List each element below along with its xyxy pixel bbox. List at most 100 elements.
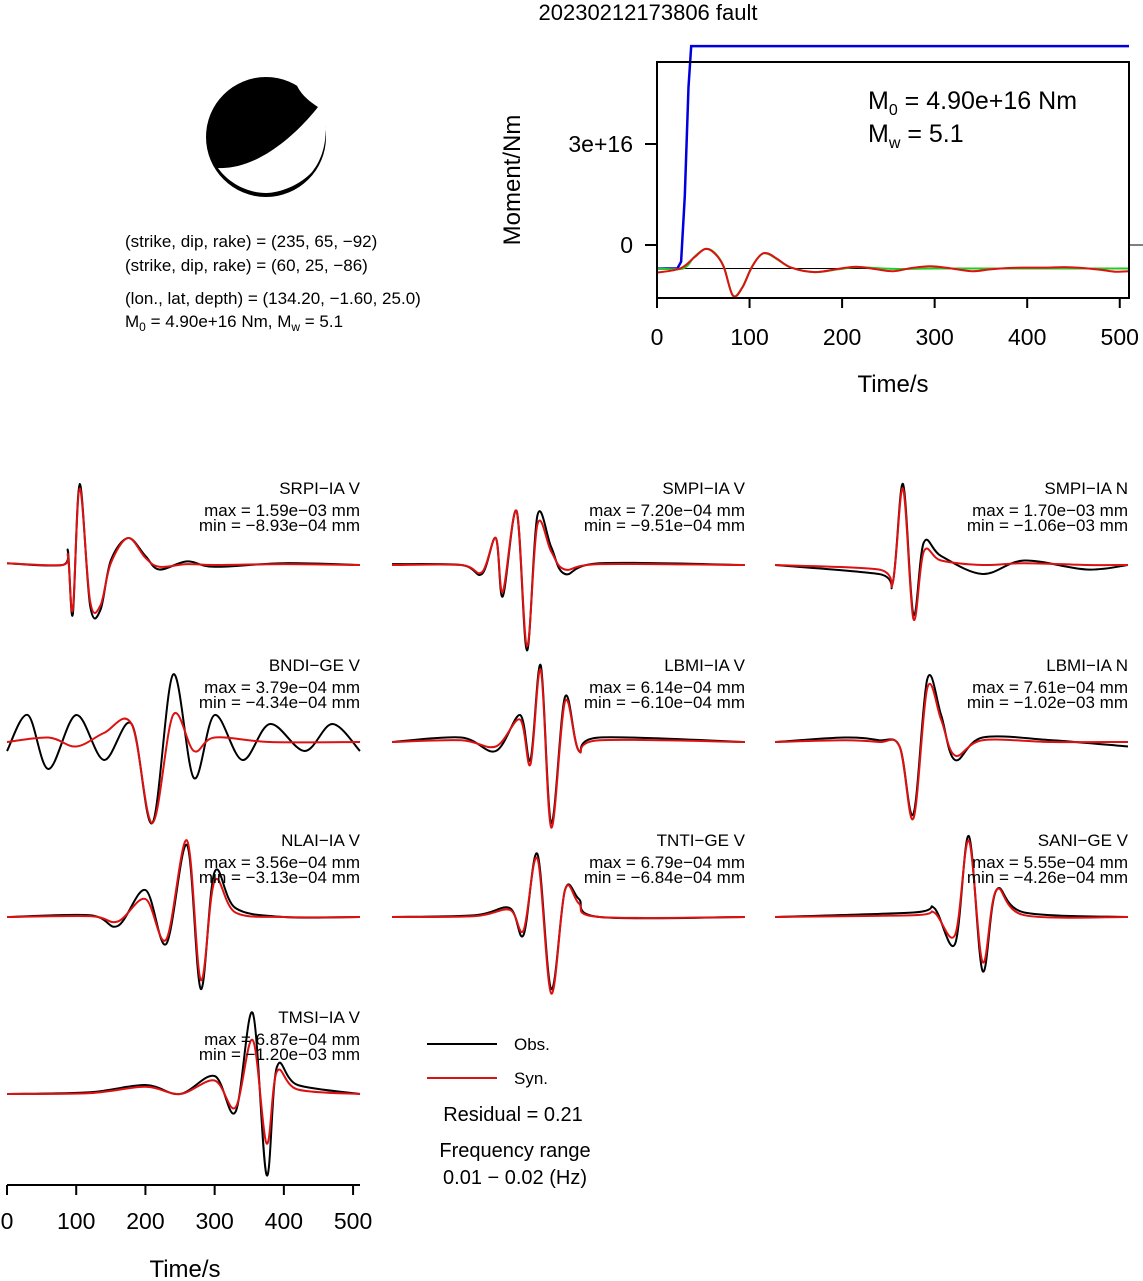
mw-sub: w (290, 320, 300, 334)
waveform-xtick-label: 300 (195, 1208, 233, 1234)
waveform-xtick-label: 200 (126, 1208, 164, 1234)
residual-text: Residual = 0.21 (443, 1104, 583, 1126)
stf-series-group (656, 44, 1130, 298)
legend-obs-label: Obs. (514, 1035, 550, 1054)
location-line: (lon., lat, depth) = (134.20, −1.60, 25.… (125, 289, 421, 308)
station-max: max = 7.20e−04 mm (589, 501, 745, 520)
stf-mo-annotation: M0 = 4.90e+16 Nm (868, 87, 1077, 119)
stf-xtick-label: 200 (823, 324, 861, 350)
stf-cumulative-moment-line (657, 44, 1129, 270)
synthetic-waveform (6, 839, 361, 982)
waveform-x-axis: 0 100 200 300 400 500 Time/s (1, 1184, 372, 1281)
m0-text: = 4.90e+16 Nm, M (146, 312, 292, 331)
synthetic-waveform (6, 487, 361, 614)
station-name: TMSI−IA V (278, 1008, 360, 1027)
station-name: SMPI−IA N (1044, 479, 1128, 498)
moment-rate-panel: 0 100 200 300 400 500 3e+16 0 Moment/Nm Time/… (499, 44, 1143, 398)
stf-xtick-label: 0 (651, 324, 664, 350)
stf-x-ticks: 0 100 200 300 400 500 (651, 298, 1139, 350)
station-min: min = −1.06e−03 mm (967, 516, 1128, 535)
waveform-xtick-label: 0 (1, 1208, 14, 1234)
legend-syn-label: Syn. (514, 1069, 548, 1088)
stf-synthetic-line (656, 247, 1130, 298)
legend: Obs. Syn. Residual = 0.21 Frequency rang… (427, 1035, 591, 1189)
stf-mo-prefix: M (868, 87, 889, 115)
station-max: max = 3.79e−04 mm (204, 678, 360, 697)
synthetic-waveform (774, 683, 1129, 821)
station-name: LBMI−IA N (1046, 656, 1128, 675)
station-name: TNTI−GE V (657, 831, 746, 850)
mechanism-line-2: (strike, dip, rake) = (60, 25, −86) (125, 256, 368, 275)
station-max: max = 3.56e−04 mm (204, 853, 360, 872)
stf-mo-rest: = 4.90e+16 Nm (898, 87, 1077, 115)
station-name: BNDI−GE V (269, 656, 361, 675)
stf-mw-sub: w (888, 135, 901, 152)
waveform-xtick-label: 500 (334, 1208, 372, 1234)
station-max: max = 5.55e−04 mm (972, 853, 1128, 872)
m0-prefix: M (125, 312, 139, 331)
mechanism-line-1: (strike, dip, rake) = (235, 65, −92) (125, 232, 377, 251)
observed-waveform (6, 1011, 361, 1177)
station-max: max = 6.79e−04 mm (589, 853, 745, 872)
station-name: NLAI−IA V (281, 831, 361, 850)
frequency-range-title: Frequency range (439, 1140, 590, 1162)
station-min: min = −6.10e−04 mm (584, 693, 745, 712)
beachball-icon (206, 77, 326, 197)
station-min: min = −4.34e−04 mm (199, 693, 360, 712)
stf-mw-annotation: Mw = 5.1 (868, 120, 964, 152)
stf-xtick-label: 100 (730, 324, 768, 350)
station-max: max = 1.70e−03 mm (972, 501, 1128, 520)
station-name: SRPI−IA V (279, 479, 360, 498)
synthetic-waveform (6, 1038, 361, 1145)
stf-frame (656, 61, 1130, 299)
stf-observed-line (656, 247, 1129, 298)
synthetic-waveform (774, 487, 1129, 621)
synthetic-waveform (391, 856, 746, 995)
frequency-range-value: 0.01 − 0.02 (Hz) (443, 1167, 587, 1189)
stf-mw-rest: = 5.1 (900, 120, 963, 148)
station-name: SMPI−IA V (662, 479, 745, 498)
station-max: max = 7.61e−04 mm (972, 678, 1128, 697)
stf-x-axis-label: Time/s (857, 371, 928, 398)
station-name: SANI−GE V (1038, 831, 1129, 850)
figure-title: 20230212173806 fault (539, 0, 758, 25)
synthetic-waveform (391, 509, 746, 648)
waveform-x-axis-label: Time/s (149, 1256, 220, 1281)
m0-sub: 0 (139, 320, 146, 334)
station-min: min = −3.13e−04 mm (199, 868, 360, 887)
synthetic-waveform (774, 839, 1129, 964)
stf-mo-sub: 0 (889, 102, 898, 119)
waveform-x-ticks: 0 100 200 300 400 500 (1, 1185, 372, 1234)
synthetic-waveform (6, 711, 361, 825)
stf-y-axis-label: Moment/Nm (499, 115, 526, 246)
stf-mw-prefix: M (868, 120, 889, 148)
stf-xtick-label: 400 (1008, 324, 1046, 350)
station-min: min = −6.84e−04 mm (584, 868, 745, 887)
station-max: max = 1.59e−03 mm (204, 501, 360, 520)
mw-text: = 5.1 (300, 312, 343, 331)
waveform-xtick-label: 100 (57, 1208, 95, 1234)
station-min: min = −8.93e−04 mm (199, 516, 360, 535)
stf-xtick-label: 500 (1101, 324, 1139, 350)
station-name: LBMI−IA V (664, 656, 745, 675)
waveform-xtick-label: 400 (265, 1208, 303, 1234)
observed-waveform (774, 674, 1129, 817)
stf-y-ticks: 3e+16 0 (568, 131, 657, 258)
stf-xtick-label: 300 (915, 324, 953, 350)
station-min: min = −1.02e−03 mm (967, 693, 1128, 712)
magnitude-line: M0 = 4.90e+16 Nm, Mw = 5.1 (125, 312, 343, 334)
stf-ytick-label: 3e+16 (568, 131, 633, 157)
station-min: min = −1.20e−03 mm (199, 1045, 360, 1064)
